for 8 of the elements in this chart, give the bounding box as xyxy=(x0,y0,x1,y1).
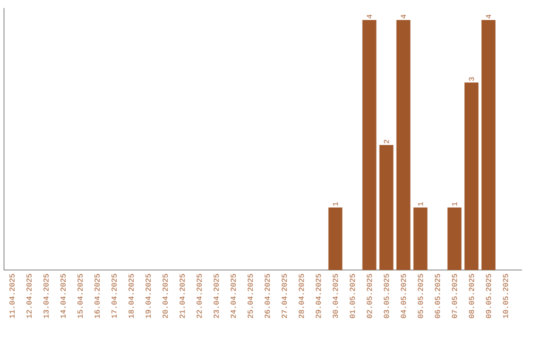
bar xyxy=(328,208,342,270)
bar xyxy=(482,20,496,270)
bar xyxy=(396,20,410,270)
bar xyxy=(464,82,478,270)
bar xyxy=(413,208,428,270)
bar xyxy=(379,145,394,270)
bar xyxy=(447,208,462,270)
bar xyxy=(362,20,376,270)
